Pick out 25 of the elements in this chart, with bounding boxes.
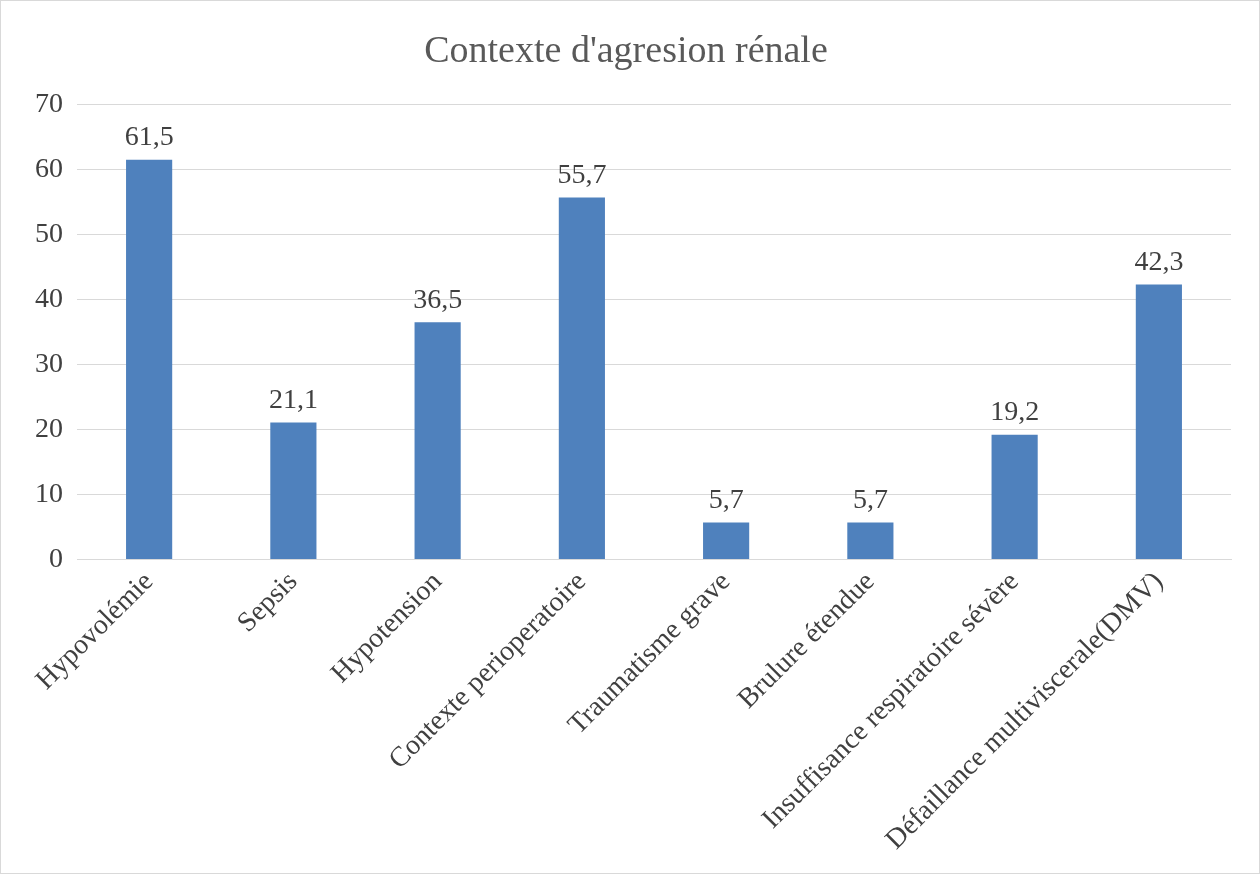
data-label: 5,7 (708, 482, 744, 514)
y-tick-label: 20 (35, 411, 63, 443)
y-tick-label: 40 (35, 281, 63, 313)
data-label: 61,5 (124, 120, 174, 152)
bar (1135, 284, 1182, 560)
y-tick-label: 60 (35, 151, 63, 183)
bar (126, 159, 173, 560)
bar (558, 197, 605, 560)
bar (703, 522, 750, 560)
bar (414, 322, 461, 560)
data-label: 5,7 (852, 482, 888, 514)
data-label: 19,2 (990, 395, 1040, 427)
data-label: 55,7 (557, 157, 607, 189)
data-label: 36,5 (413, 282, 463, 314)
y-tick-label: 30 (35, 346, 63, 378)
bar (270, 422, 317, 560)
y-tick-label: 10 (35, 476, 63, 508)
bar (847, 522, 894, 560)
y-tick-label: 50 (35, 216, 63, 248)
bar (991, 434, 1038, 560)
chart-title: Contexte d'agresion rénale (424, 27, 828, 70)
y-tick-label: 70 (35, 86, 63, 118)
y-tick-label: 0 (49, 541, 63, 573)
data-label: 21,1 (268, 382, 318, 414)
data-label: 42,3 (1134, 244, 1184, 276)
